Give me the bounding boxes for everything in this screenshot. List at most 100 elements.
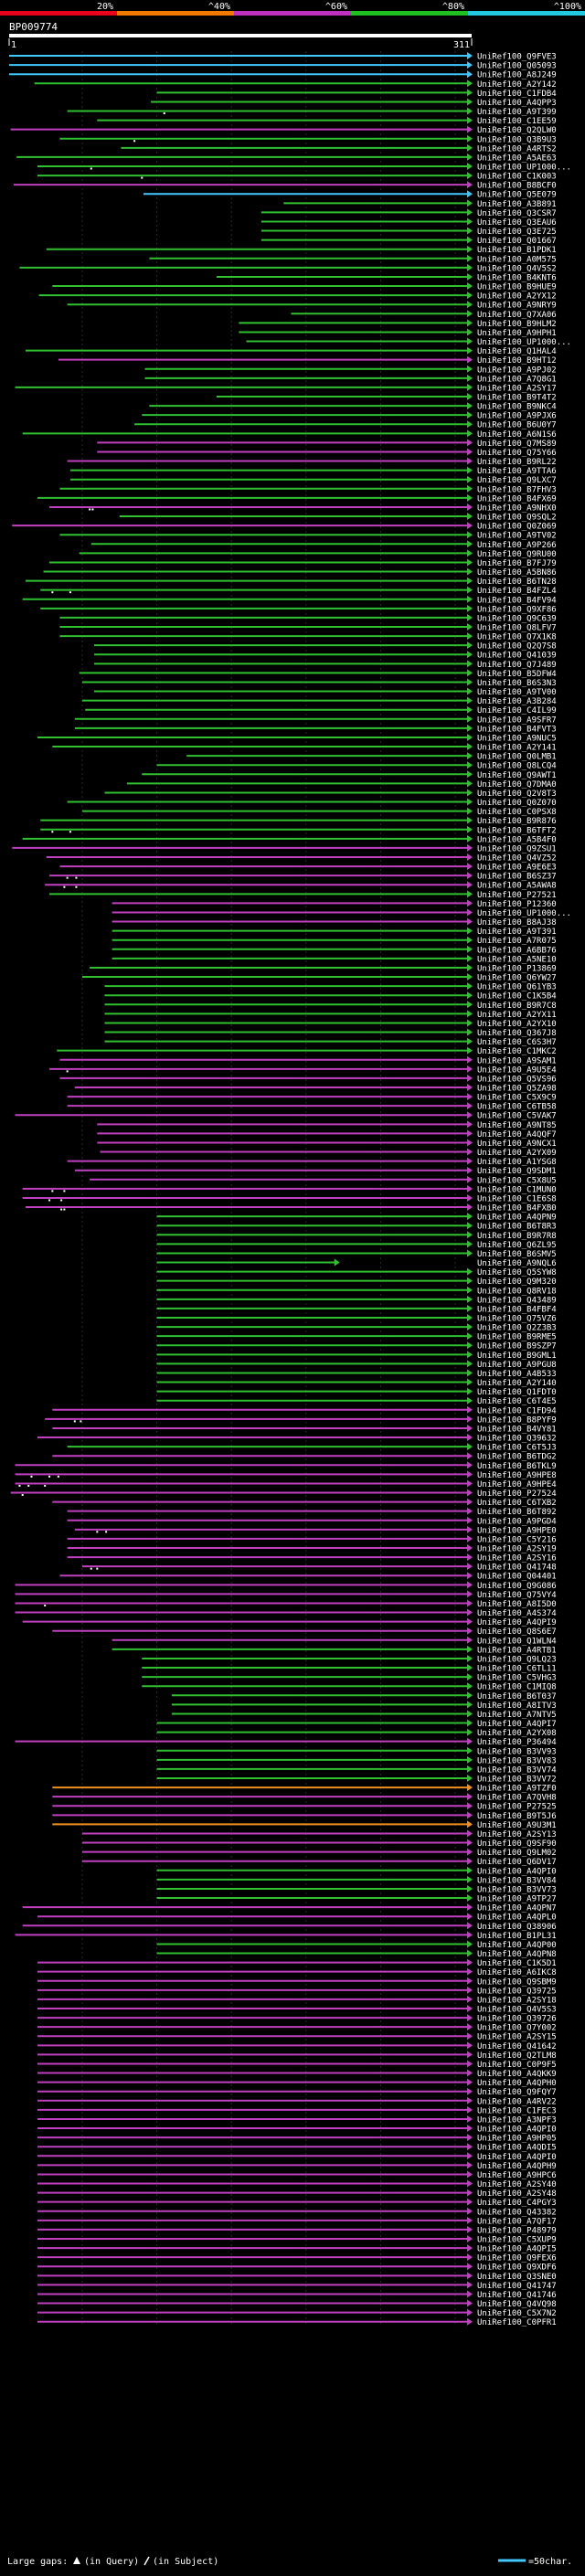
hit-label: UniRef100_A4RV22 bbox=[477, 2097, 557, 2106]
hit-arrow bbox=[467, 310, 473, 318]
hit-arrow bbox=[467, 2179, 473, 2188]
hit-label: UniRef100_P48979 bbox=[477, 2226, 557, 2235]
hit-label: UniRef100_UP1000... bbox=[477, 338, 571, 347]
hit-label: UniRef100_A2SY40 bbox=[477, 2180, 557, 2189]
hit-label: UniRef100_B9HLM2 bbox=[477, 320, 557, 329]
hit-arrow bbox=[467, 991, 473, 1000]
hit-arrow bbox=[467, 1111, 473, 1119]
hit-arrow bbox=[467, 1166, 473, 1174]
hit-arrow bbox=[467, 1848, 473, 1856]
hit-arrow bbox=[467, 1332, 473, 1341]
hit-label: UniRef100_C0PSX8 bbox=[477, 808, 557, 817]
hit-arrow bbox=[467, 1277, 473, 1285]
hit-arrow bbox=[467, 687, 473, 695]
hit-label: UniRef100_B6T8R3 bbox=[477, 1223, 557, 1232]
hit-label: UniRef100_A4QPN7 bbox=[477, 1904, 557, 1913]
hit-label: UniRef100_C1FEC3 bbox=[477, 2106, 557, 2115]
hit-arrow bbox=[467, 301, 473, 309]
hit-arrow bbox=[467, 1793, 473, 1801]
hit-arrow bbox=[467, 1811, 473, 1819]
hit-label: UniRef100_C5VAK7 bbox=[477, 1112, 557, 1121]
hit-label: UniRef100_A8J249 bbox=[477, 71, 557, 80]
hit-label: UniRef100_A8I5D0 bbox=[477, 1600, 557, 1609]
hit-label: UniRef100_A4QPI0 bbox=[477, 1867, 557, 1876]
hit-label: UniRef100_A7NTV5 bbox=[477, 1711, 557, 1720]
hit-label: UniRef100_B4VY81 bbox=[477, 1425, 557, 1434]
hit-label: UniRef100_Q0LMB1 bbox=[477, 753, 557, 762]
hit-arrow bbox=[467, 1249, 473, 1257]
hit-arrow bbox=[467, 936, 473, 944]
hit-arrow bbox=[467, 116, 473, 124]
hit-label: UniRef100_A9TZF0 bbox=[477, 1785, 557, 1794]
hit-label: UniRef100_B4FBF4 bbox=[477, 1305, 557, 1314]
hit-label: UniRef100_A9PGD4 bbox=[477, 1517, 557, 1526]
hit-arrow bbox=[467, 696, 473, 705]
hit-label: UniRef100_Q8LCQ4 bbox=[477, 762, 557, 771]
hit-label: UniRef100_B3VV83 bbox=[477, 1756, 557, 1765]
hit-arrow bbox=[467, 2290, 473, 2298]
identity-scale-label: ^80% bbox=[442, 2, 464, 12]
hit-arrow bbox=[467, 1608, 473, 1617]
hit-arrow bbox=[467, 1055, 473, 1064]
legend-query-gap-icon bbox=[73, 2557, 80, 2564]
hit-arrow bbox=[467, 604, 473, 612]
gap-marker bbox=[90, 167, 92, 170]
hit-label: UniRef100_Q8RV18 bbox=[477, 1287, 557, 1296]
hit-arrow bbox=[467, 973, 473, 981]
hit-arrow bbox=[467, 632, 473, 641]
hit-arrow bbox=[467, 1636, 473, 1644]
hit-label: UniRef100_B9R7C8 bbox=[477, 1002, 557, 1011]
hit-arrow bbox=[467, 1701, 473, 1709]
hit-arrow bbox=[467, 2041, 473, 2050]
hit-arrow bbox=[467, 1415, 473, 1423]
hit-arrow bbox=[467, 549, 473, 557]
hit-label: UniRef100_Q4VQ98 bbox=[477, 2300, 557, 2309]
hit-arrow bbox=[467, 2005, 473, 2012]
hit-arrow bbox=[467, 466, 473, 474]
hit-arrow bbox=[467, 2069, 473, 2077]
hit-label: UniRef100_A9NUC5 bbox=[477, 734, 557, 743]
gap-marker bbox=[163, 112, 165, 115]
hit-arrow bbox=[467, 724, 473, 732]
gap-marker bbox=[51, 831, 54, 833]
hit-label: UniRef100_Q367J8 bbox=[477, 1029, 557, 1038]
hit-arrow bbox=[467, 1323, 473, 1331]
hit-arrow bbox=[467, 393, 473, 400]
hit-arrow bbox=[467, 1120, 473, 1129]
hit-label: UniRef100_B6S3N3 bbox=[477, 679, 557, 688]
hit-label: UniRef100_B9GML1 bbox=[477, 1352, 557, 1361]
hit-arrow bbox=[467, 2023, 473, 2031]
hit-arrow bbox=[467, 743, 473, 751]
hit-arrow bbox=[467, 365, 473, 373]
hit-label: UniRef100_A6BB76 bbox=[477, 946, 557, 955]
hit-label: UniRef100_C1MUN0 bbox=[477, 1185, 557, 1194]
hit-label: UniRef100_B6SMV5 bbox=[477, 1250, 557, 1259]
hit-arrow bbox=[467, 816, 473, 824]
hit-label: UniRef100_A9PGU8 bbox=[477, 1361, 557, 1370]
hit-arrow bbox=[467, 669, 473, 677]
hit-arrow bbox=[467, 1037, 473, 1045]
hit-label: UniRef100_B1PL31 bbox=[477, 1932, 557, 1941]
hit-arrow bbox=[467, 715, 473, 723]
hit-arrow bbox=[467, 1958, 473, 1966]
hit-label: UniRef100_P13869 bbox=[477, 964, 557, 973]
hit-label: UniRef100_C0PFR1 bbox=[477, 2318, 557, 2327]
hit-label: UniRef100_B5DFW4 bbox=[477, 670, 557, 679]
hit-arrow bbox=[467, 1479, 473, 1488]
hit-arrow bbox=[467, 1378, 473, 1386]
gap-marker bbox=[141, 176, 144, 179]
gap-marker bbox=[80, 1420, 82, 1423]
hit-label: UniRef100_A7QVH8 bbox=[477, 1794, 557, 1803]
hit-arrow bbox=[467, 1295, 473, 1303]
identity-scale-segment bbox=[0, 11, 117, 16]
gap-marker bbox=[21, 1494, 24, 1497]
hit-arrow bbox=[467, 1084, 473, 1091]
hit-label: UniRef100_B1PDK1 bbox=[477, 246, 557, 255]
hit-arrow bbox=[467, 1599, 473, 1607]
hit-label: UniRef100_Q05093 bbox=[477, 62, 557, 71]
hit-arrow bbox=[467, 1967, 473, 1976]
gap-marker bbox=[89, 508, 91, 511]
hit-label: UniRef100_B6SZ37 bbox=[477, 873, 557, 882]
hit-label: UniRef100_A2Y140 bbox=[477, 1379, 557, 1388]
hit-arrow bbox=[467, 503, 473, 511]
